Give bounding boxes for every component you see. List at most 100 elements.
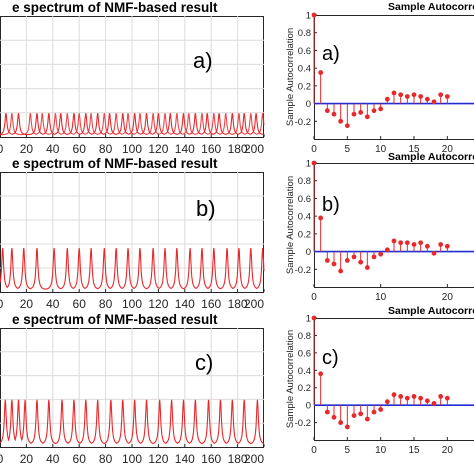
y-tick-label: 0.6 — [298, 46, 311, 57]
y-tick-label: 0 — [306, 401, 311, 412]
acf-point — [344, 123, 350, 129]
acf-point — [318, 371, 324, 377]
x-tick-label: 5 — [345, 445, 351, 456]
x-tick-label: 20 — [20, 142, 34, 156]
y-tick-label: 0.4 — [298, 366, 311, 377]
y-tick-label: 0 — [306, 247, 311, 258]
x-tick-label: 80 — [99, 297, 113, 311]
y-tick-label: 0.6 — [298, 348, 311, 359]
acf-point — [424, 243, 430, 249]
spectrum-series-line — [0, 399, 265, 445]
acf-point — [364, 265, 370, 270]
autocorr-title: Sample Autocorrelation — [388, 1, 474, 13]
acf-point — [411, 242, 417, 247]
x-tick-label: 200 — [244, 452, 264, 466]
y-axis-label: Sample Autocorrelation — [285, 330, 296, 428]
y-tick-label: 0.2 — [298, 229, 311, 240]
x-tick-label: 180 — [228, 142, 248, 156]
acf-point — [404, 395, 410, 401]
x-tick-label: 100 — [122, 452, 142, 466]
acf-point — [311, 315, 317, 321]
x-tick-label: 20 — [442, 292, 454, 303]
y-tick-label: 1 — [306, 314, 311, 325]
acf-point — [331, 111, 337, 117]
x-tick-label: 140 — [175, 297, 195, 311]
x-tick-label: 120 — [148, 297, 168, 311]
acf-point — [438, 242, 444, 247]
y-tick-label: 0.8 — [298, 28, 311, 39]
acf-point — [438, 92, 444, 98]
y-tick-label: 0.2 — [298, 383, 311, 394]
y-tick-label: 0.6 — [298, 194, 311, 205]
x-tick-label: 10 — [375, 144, 387, 155]
x-tick-label: 20 — [442, 445, 454, 456]
x-tick-label: 180 — [228, 297, 248, 311]
autocorr-panel-b: Sample Autocorrelation 1 0.8 0.6 0.4 0.2 0 -0.2… — [285, 151, 474, 303]
acf-point — [331, 261, 337, 267]
acf-point — [331, 414, 337, 420]
autocorr-panel-c: Sample Autocorrelation 1 0.8 0.6 0.4 0.2 0 -0.2… — [285, 305, 474, 456]
acf-point — [431, 401, 437, 406]
acf-point — [371, 108, 377, 114]
x-tick-label: 100 — [122, 142, 142, 156]
acf-point — [444, 243, 450, 249]
acf-point — [318, 215, 324, 221]
acf-point — [424, 96, 430, 102]
y-axis-label: Sample Autocorrelation — [285, 28, 296, 126]
x-tick-label: 80 — [99, 452, 113, 466]
acf-point — [391, 238, 397, 244]
y-tick-label: 1 — [306, 11, 311, 22]
x-tick-label: 0 — [0, 452, 4, 466]
panel-label: a) — [322, 43, 340, 65]
spectrum-title: e spectrum of NMF-based result — [12, 312, 218, 327]
acf-point — [324, 409, 330, 415]
spectrum-panel-a: e spectrum of NMF-based result 0 20 40 60 80 1… — [0, 0, 265, 156]
acf-point — [358, 110, 364, 115]
x-tick-label: 160 — [201, 452, 221, 466]
acf-point — [311, 160, 317, 166]
x-tick-label: 15 — [408, 144, 420, 155]
acf-point — [344, 424, 350, 430]
acf-point — [324, 258, 330, 263]
acf-point — [358, 259, 364, 265]
x-tick-label: 5 — [345, 144, 351, 155]
spectrum-series-line — [0, 247, 265, 290]
acf-point — [431, 250, 437, 256]
acf-point — [351, 254, 357, 260]
y-tick-label: 0.8 — [298, 331, 311, 342]
x-tick-label: 10 — [375, 445, 387, 456]
y-tick-label: -0.2 — [295, 117, 311, 128]
plot-frame — [314, 163, 474, 288]
y-tick-label: 0.4 — [298, 212, 311, 223]
autocorr-panel-a: Sample Autocorrelation 1 0.8 0.6 0.4 0.2 0 -0.2… — [285, 1, 474, 155]
acf-point — [404, 240, 410, 246]
acf-point — [371, 409, 377, 415]
acf-point — [411, 92, 417, 98]
y-tick-label: 0 — [306, 99, 311, 110]
acf-point — [398, 92, 404, 98]
acf-point — [351, 111, 357, 117]
acf-point — [324, 108, 330, 114]
x-tick-label: 120 — [148, 142, 168, 156]
x-tick-label: 0 — [311, 144, 317, 155]
panel-label: c) — [195, 350, 213, 375]
x-tick-label: 20 — [20, 452, 34, 466]
y-axis-label: Sample Autocorrelation — [285, 176, 296, 274]
x-tick-label: 160 — [201, 142, 221, 156]
y-tick-label: 0.8 — [298, 176, 311, 187]
x-tick-label: 200 — [244, 142, 264, 156]
acf-point — [384, 96, 390, 102]
acf-point — [411, 394, 417, 399]
acf-point — [364, 416, 370, 422]
x-tick-label: 15 — [408, 445, 420, 456]
x-tick-label: 20 — [442, 144, 454, 155]
spectrum-panel-b: e spectrum of NMF-based result 0 20 40 60 80 1… — [0, 156, 265, 311]
acf-point — [391, 392, 397, 398]
acf-point — [431, 99, 437, 105]
x-tick-label: 0 — [311, 445, 317, 456]
x-tick-label: 0 — [0, 142, 4, 156]
acf-point — [398, 394, 404, 399]
acf-point — [338, 268, 344, 274]
panel-label: a) — [193, 48, 213, 73]
acf-point — [364, 114, 370, 120]
